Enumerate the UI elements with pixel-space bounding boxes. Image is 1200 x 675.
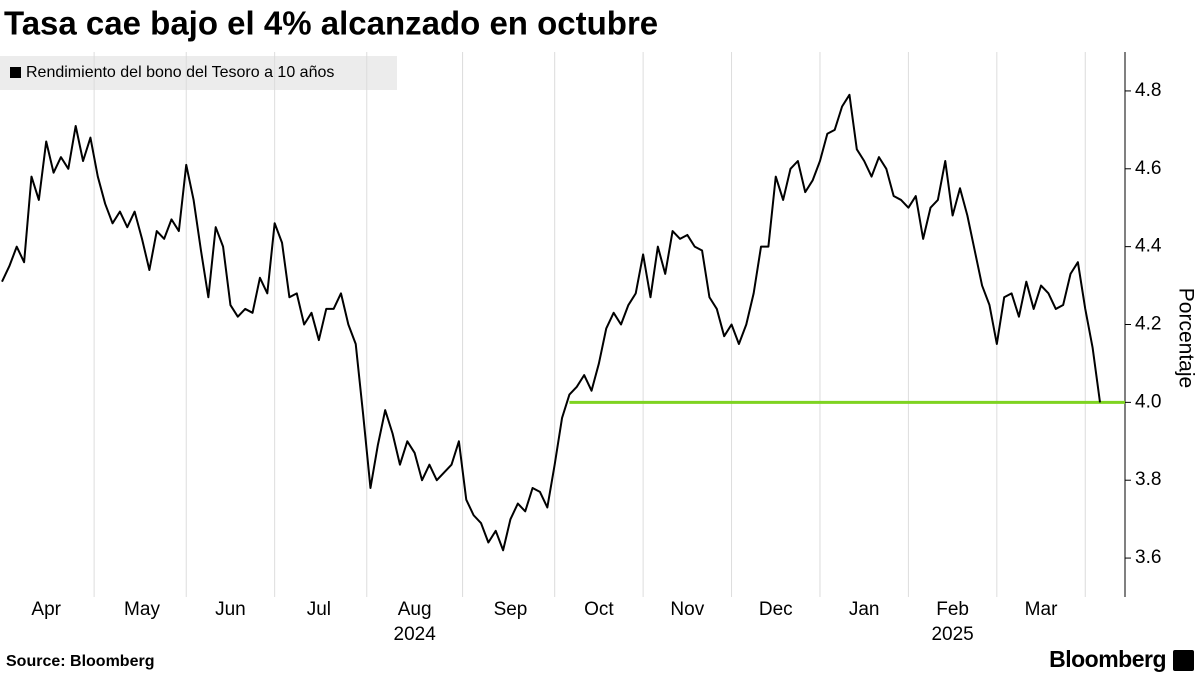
x-tick-label: Mar [1025, 599, 1058, 620]
x-year-label: 2024 [394, 624, 437, 645]
y-tick-label: 4.8 [1135, 80, 1161, 101]
y-tick-label: 4.4 [1135, 236, 1162, 257]
x-tick-label: Dec [759, 599, 793, 620]
legend-box [0, 56, 397, 90]
brand-icon [1173, 650, 1194, 671]
x-tick-label: Jan [849, 599, 880, 620]
x-tick-label: Apr [31, 599, 61, 620]
y-tick-label: 4.6 [1135, 158, 1161, 179]
y-tick-label: 4.2 [1135, 314, 1161, 335]
x-tick-label: May [124, 599, 160, 620]
x-tick-label: Nov [670, 599, 704, 620]
legend-swatch [10, 67, 21, 78]
y-tick-label: 4.0 [1135, 391, 1161, 412]
y-tick-label: 3.6 [1135, 547, 1161, 568]
x-tick-label: Sep [494, 599, 528, 620]
legend-label: Rendimiento del bono del Tesoro a 10 año… [26, 64, 334, 81]
source: Source: Bloomberg [6, 653, 154, 670]
brand: Bloomberg [1049, 646, 1166, 672]
x-tick-label: Aug [398, 599, 432, 620]
y-tick-label: 3.8 [1135, 469, 1161, 490]
x-tick-label: Feb [936, 599, 969, 620]
y-axis-title: Porcentaje [1174, 288, 1197, 388]
series-line [1, 93, 1101, 552]
x-year-label: 2025 [931, 624, 973, 645]
x-tick-label: Jun [215, 599, 246, 620]
x-tick-label: Oct [584, 599, 614, 620]
chart-title: Tasa cae bajo el 4% alcanzado en octubre [4, 5, 658, 42]
x-tick-label: Jul [307, 599, 331, 620]
